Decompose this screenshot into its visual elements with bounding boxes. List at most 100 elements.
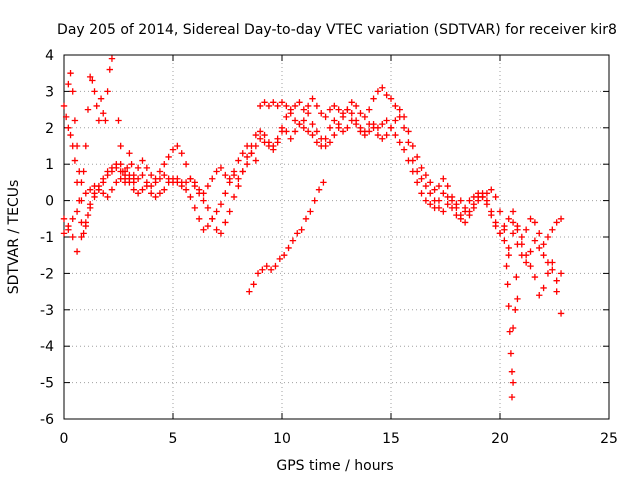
data-point bbox=[339, 128, 347, 135]
data-point bbox=[213, 168, 220, 175]
data-point bbox=[422, 171, 430, 179]
data-point bbox=[113, 164, 120, 172]
data-point bbox=[84, 106, 92, 113]
data-point bbox=[250, 281, 257, 288]
data-point bbox=[344, 124, 351, 131]
data-point bbox=[222, 190, 229, 197]
data-point bbox=[348, 99, 355, 106]
y-tick-label: 3 bbox=[45, 84, 54, 100]
data-point bbox=[95, 186, 103, 193]
data-point bbox=[102, 117, 109, 124]
data-point bbox=[527, 215, 534, 222]
data-point bbox=[78, 179, 85, 186]
data-points bbox=[60, 55, 565, 401]
data-point bbox=[80, 230, 87, 237]
data-point bbox=[553, 277, 560, 284]
data-point bbox=[60, 102, 68, 110]
y-tick-label: 1 bbox=[45, 157, 54, 173]
data-point bbox=[418, 164, 425, 172]
data-point bbox=[222, 219, 229, 226]
data-point bbox=[95, 117, 103, 124]
data-point bbox=[492, 193, 499, 201]
data-point bbox=[130, 186, 137, 193]
data-point bbox=[287, 135, 294, 142]
data-point bbox=[549, 226, 556, 233]
data-point bbox=[294, 230, 301, 237]
data-point bbox=[505, 252, 512, 259]
data-point bbox=[531, 237, 539, 244]
data-point bbox=[289, 237, 297, 244]
data-point bbox=[91, 193, 98, 201]
data-point bbox=[307, 208, 314, 215]
data-point bbox=[400, 113, 408, 121]
y-tick-label: -6 bbox=[40, 412, 54, 428]
data-point bbox=[69, 88, 76, 95]
data-point bbox=[527, 248, 534, 255]
data-point bbox=[261, 99, 268, 106]
data-point bbox=[73, 248, 81, 255]
data-point bbox=[134, 190, 142, 197]
data-point bbox=[540, 284, 547, 292]
data-point bbox=[557, 310, 565, 317]
data-point bbox=[156, 190, 164, 197]
data-point bbox=[100, 190, 107, 197]
data-point bbox=[322, 135, 329, 142]
data-point bbox=[73, 142, 81, 150]
data-point bbox=[248, 150, 255, 157]
data-point bbox=[235, 182, 242, 190]
data-point bbox=[187, 193, 194, 201]
data-point bbox=[217, 230, 225, 237]
data-point bbox=[104, 171, 111, 179]
data-point bbox=[357, 110, 364, 117]
data-point bbox=[91, 88, 98, 95]
data-point bbox=[522, 259, 530, 266]
data-point bbox=[296, 120, 303, 128]
data-point bbox=[435, 197, 443, 204]
data-point bbox=[182, 186, 190, 193]
data-point bbox=[169, 146, 177, 153]
data-point bbox=[418, 190, 425, 197]
data-point bbox=[69, 215, 76, 222]
data-point bbox=[257, 135, 264, 142]
data-point bbox=[65, 80, 72, 88]
data-point bbox=[148, 171, 155, 179]
data-point bbox=[265, 139, 273, 146]
data-point bbox=[117, 175, 124, 182]
data-point bbox=[540, 241, 547, 248]
data-point bbox=[379, 120, 386, 128]
data-point bbox=[134, 164, 142, 172]
data-point bbox=[322, 113, 329, 121]
data-point bbox=[522, 252, 530, 259]
data-point bbox=[440, 190, 447, 197]
data-point bbox=[453, 201, 460, 208]
data-point bbox=[65, 124, 72, 131]
data-point bbox=[86, 186, 94, 193]
data-point bbox=[217, 201, 225, 208]
data-point bbox=[405, 128, 412, 135]
data-point bbox=[422, 197, 430, 204]
data-point bbox=[531, 273, 539, 281]
data-point bbox=[139, 186, 146, 193]
data-point bbox=[448, 204, 456, 212]
data-point bbox=[374, 88, 382, 95]
data-point bbox=[195, 215, 203, 222]
data-point bbox=[505, 215, 512, 222]
data-point bbox=[326, 106, 334, 113]
data-point bbox=[475, 197, 482, 204]
data-point bbox=[143, 182, 151, 190]
data-point bbox=[370, 120, 377, 128]
data-point bbox=[104, 193, 111, 201]
data-point bbox=[243, 153, 251, 161]
data-point bbox=[405, 139, 412, 146]
y-tick-label: -5 bbox=[40, 376, 54, 392]
data-point bbox=[291, 128, 299, 135]
data-point bbox=[213, 208, 220, 215]
data-point bbox=[461, 204, 469, 212]
data-point bbox=[148, 190, 155, 197]
data-point bbox=[239, 168, 246, 175]
data-point bbox=[200, 226, 207, 233]
data-point bbox=[427, 201, 434, 208]
data-point bbox=[278, 99, 286, 106]
data-point bbox=[128, 161, 135, 168]
